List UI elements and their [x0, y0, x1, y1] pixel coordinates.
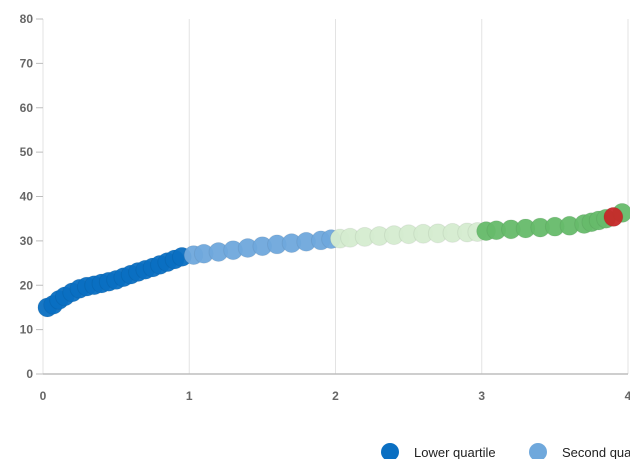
legend: Lower quartile Second quartile — [381, 443, 630, 459]
y-tick-label: 20 — [20, 278, 34, 292]
x-tick-label: 0 — [40, 389, 47, 403]
y-tick-label: 60 — [20, 101, 34, 115]
y-tick-label: 40 — [20, 190, 34, 204]
y-tick-label: 30 — [20, 234, 34, 248]
legend-label: Lower quartile — [414, 445, 496, 459]
legend-label: Second quartile — [562, 445, 630, 459]
x-tick-label: 3 — [478, 389, 485, 403]
x-tick-label: 4 — [625, 389, 630, 403]
x-tick-label: 2 — [332, 389, 339, 403]
y-tick-label: 0 — [26, 367, 33, 381]
data-points — [37, 202, 630, 318]
y-tick-label: 70 — [20, 56, 34, 70]
y-tick-label: 50 — [20, 145, 34, 159]
legend-swatch — [529, 443, 547, 459]
y-tick-label: 10 — [20, 323, 34, 337]
y-tick-label: 80 — [20, 12, 34, 26]
x-tick-label: 1 — [186, 389, 193, 403]
grid — [36, 18, 629, 375]
legend-swatch — [381, 443, 399, 459]
data-point — [603, 206, 624, 227]
